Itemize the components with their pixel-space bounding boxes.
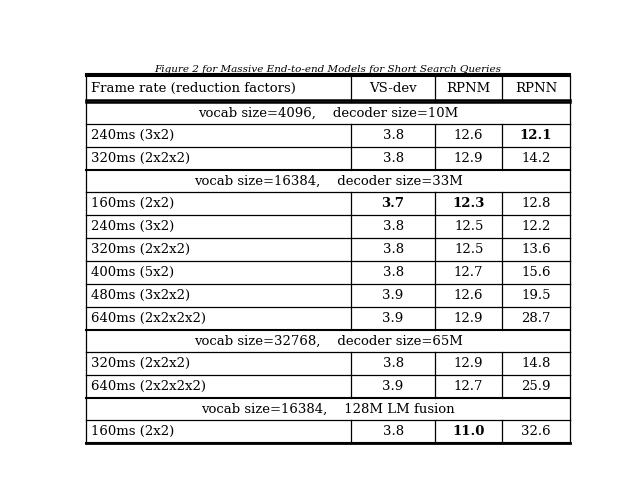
Text: vocab size=16384,    decoder size=33M: vocab size=16384, decoder size=33M bbox=[193, 174, 463, 188]
Text: RPNM: RPNM bbox=[447, 82, 491, 94]
Text: 3.7: 3.7 bbox=[381, 196, 404, 209]
Text: 3.8: 3.8 bbox=[383, 357, 404, 370]
Text: 3.9: 3.9 bbox=[383, 312, 404, 325]
Text: vocab size=16384,    128M LM fusion: vocab size=16384, 128M LM fusion bbox=[201, 402, 455, 415]
Text: vocab size=4096,    decoder size=10M: vocab size=4096, decoder size=10M bbox=[198, 106, 458, 120]
Text: 12.6: 12.6 bbox=[454, 129, 483, 142]
Text: VS-dev: VS-dev bbox=[369, 82, 417, 94]
Text: 160ms (2x2): 160ms (2x2) bbox=[91, 424, 174, 438]
Text: 25.9: 25.9 bbox=[522, 380, 551, 393]
Text: 12.7: 12.7 bbox=[454, 266, 483, 279]
Text: 3.8: 3.8 bbox=[383, 424, 404, 438]
Text: Frame rate (reduction factors): Frame rate (reduction factors) bbox=[91, 82, 296, 94]
Text: 480ms (3x2x2): 480ms (3x2x2) bbox=[91, 289, 190, 302]
Text: 12.6: 12.6 bbox=[454, 289, 483, 302]
Text: 640ms (2x2x2x2): 640ms (2x2x2x2) bbox=[91, 380, 206, 393]
Text: 3.8: 3.8 bbox=[383, 129, 404, 142]
Text: 13.6: 13.6 bbox=[521, 243, 551, 256]
Text: 320ms (2x2x2): 320ms (2x2x2) bbox=[91, 357, 190, 370]
Text: 12.8: 12.8 bbox=[522, 196, 551, 209]
Text: 12.2: 12.2 bbox=[522, 220, 551, 233]
Text: 400ms (5x2): 400ms (5x2) bbox=[91, 266, 174, 279]
Text: 640ms (2x2x2x2): 640ms (2x2x2x2) bbox=[91, 312, 206, 325]
Text: 14.8: 14.8 bbox=[522, 357, 551, 370]
Text: 3.8: 3.8 bbox=[383, 220, 404, 233]
Text: 12.3: 12.3 bbox=[452, 196, 485, 209]
Text: vocab size=32768,    decoder size=65M: vocab size=32768, decoder size=65M bbox=[193, 334, 463, 347]
Text: 3.8: 3.8 bbox=[383, 243, 404, 256]
Text: 12.9: 12.9 bbox=[454, 312, 483, 325]
Text: 3.8: 3.8 bbox=[383, 266, 404, 279]
Text: 12.5: 12.5 bbox=[454, 220, 483, 233]
Text: 12.9: 12.9 bbox=[454, 152, 483, 165]
Text: 3.8: 3.8 bbox=[383, 152, 404, 165]
Text: 240ms (3x2): 240ms (3x2) bbox=[91, 129, 174, 142]
Text: 3.9: 3.9 bbox=[383, 289, 404, 302]
Text: 15.6: 15.6 bbox=[522, 266, 551, 279]
Text: 14.2: 14.2 bbox=[522, 152, 551, 165]
Text: 28.7: 28.7 bbox=[522, 312, 551, 325]
Text: 11.0: 11.0 bbox=[452, 424, 485, 438]
Text: 320ms (2x2x2): 320ms (2x2x2) bbox=[91, 243, 190, 256]
Text: 12.5: 12.5 bbox=[454, 243, 483, 256]
Text: 240ms (3x2): 240ms (3x2) bbox=[91, 220, 174, 233]
Text: 160ms (2x2): 160ms (2x2) bbox=[91, 196, 174, 209]
Text: 12.1: 12.1 bbox=[520, 129, 552, 142]
Text: Figure 2 for Massive End-to-end Models for Short Search Queries: Figure 2 for Massive End-to-end Models f… bbox=[154, 64, 502, 74]
Text: 19.5: 19.5 bbox=[522, 289, 551, 302]
Text: RPNN: RPNN bbox=[515, 82, 557, 94]
Text: 12.7: 12.7 bbox=[454, 380, 483, 393]
Text: 3.9: 3.9 bbox=[383, 380, 404, 393]
Text: 320ms (2x2x2): 320ms (2x2x2) bbox=[91, 152, 190, 165]
Text: 32.6: 32.6 bbox=[521, 424, 551, 438]
Text: 12.9: 12.9 bbox=[454, 357, 483, 370]
